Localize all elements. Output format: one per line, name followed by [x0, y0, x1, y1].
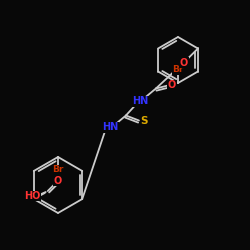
Text: Br: Br	[52, 166, 64, 174]
Text: Br: Br	[172, 66, 184, 74]
Text: O: O	[168, 80, 176, 90]
Text: S: S	[140, 116, 148, 126]
Text: O: O	[180, 58, 188, 68]
Text: HN: HN	[102, 122, 118, 132]
Text: O: O	[54, 176, 62, 186]
Text: HO: HO	[24, 191, 41, 201]
Text: HN: HN	[132, 96, 148, 106]
